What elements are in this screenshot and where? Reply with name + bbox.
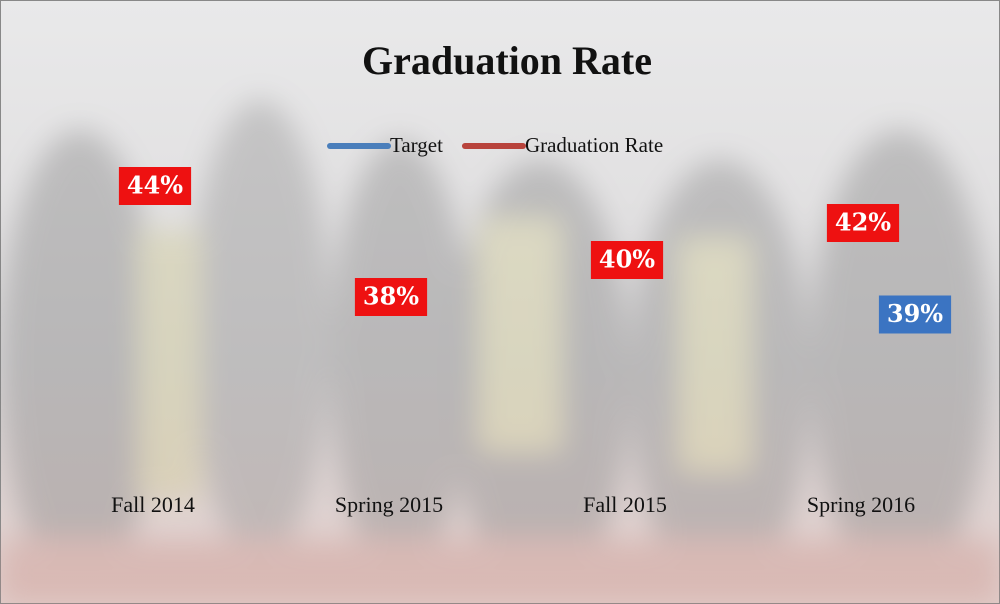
value-label-box: 38% — [354, 278, 428, 316]
x-tick-label: Spring 2016 — [807, 492, 915, 517]
value-label-box: 39% — [878, 295, 952, 334]
x-tick-label: Fall 2014 — [111, 492, 195, 517]
value-label-box: 42% — [826, 204, 900, 242]
x-tick-label: Spring 2015 — [335, 492, 443, 517]
value-label-bg — [878, 295, 952, 334]
x-tick-label: Fall 2015 — [583, 492, 667, 517]
value-label-bg — [590, 241, 664, 279]
value-label: 38% — [363, 282, 419, 311]
value-label-bg — [118, 167, 192, 205]
value-label-bg — [354, 278, 428, 316]
value-label-box: 40% — [590, 241, 664, 279]
value-label: 44% — [127, 171, 183, 200]
chart-title: Graduation Rate — [362, 38, 652, 83]
value-label: 42% — [835, 208, 891, 237]
legend-label: Graduation Rate — [525, 133, 663, 157]
photo-backdrop — [0, 100, 1000, 604]
legend-label: Target — [390, 133, 443, 157]
value-label-box: 44% — [118, 167, 192, 205]
value-label-bg — [826, 204, 900, 242]
value-label: 39% — [887, 299, 943, 328]
value-label: 40% — [599, 245, 655, 274]
